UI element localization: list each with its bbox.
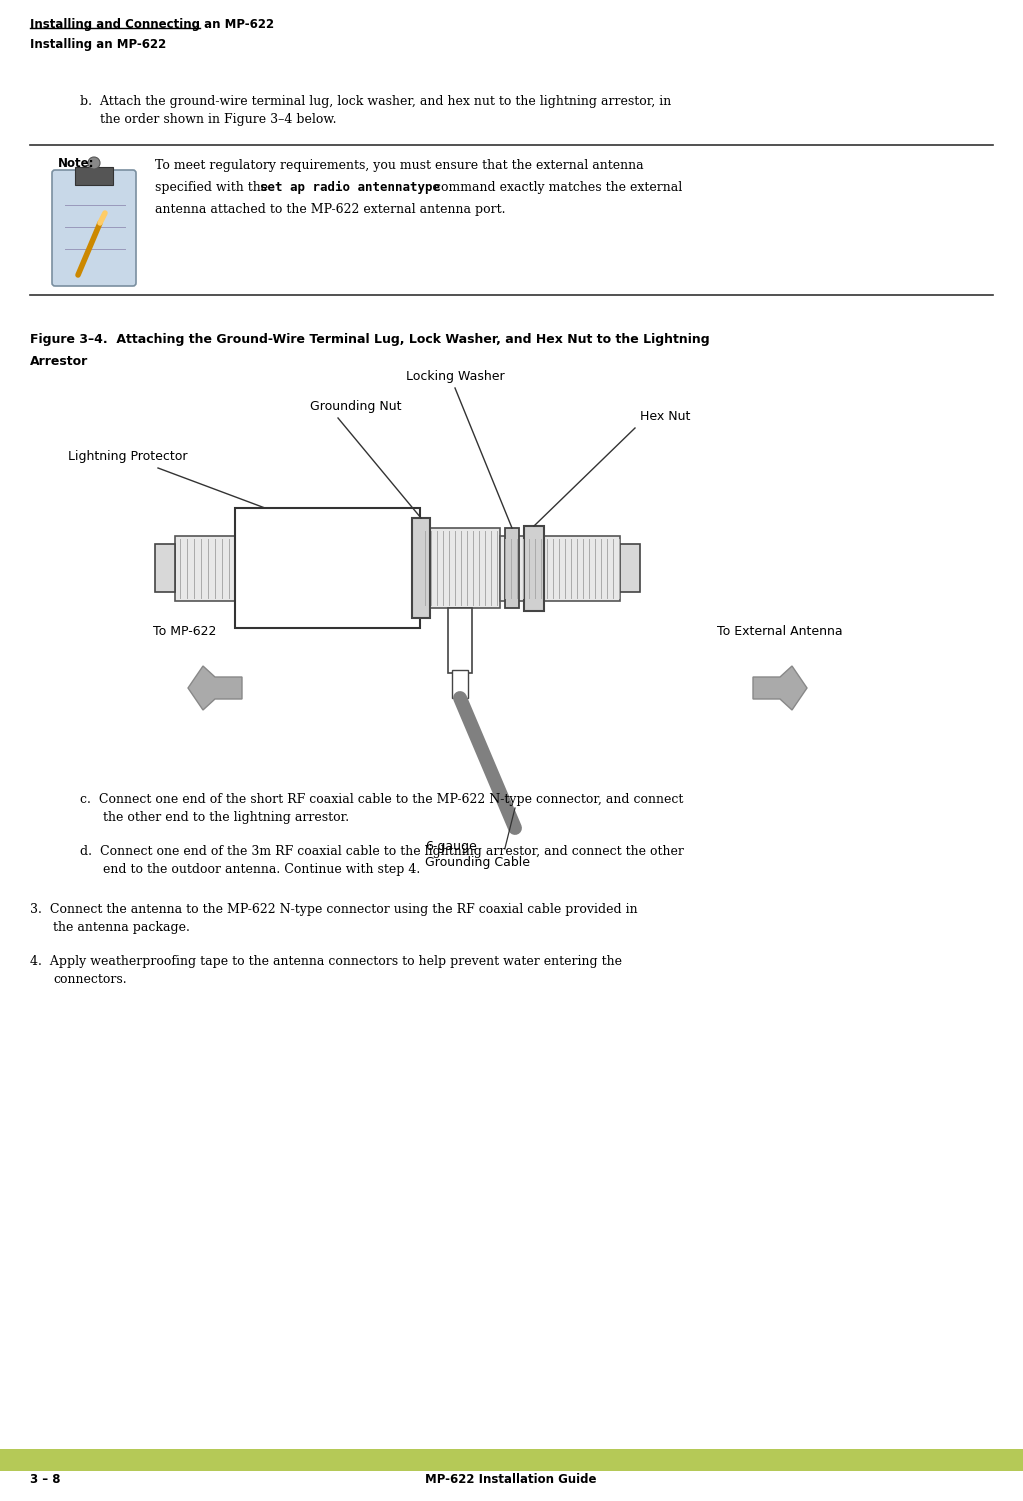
- Text: c.  Connect one end of the short RF coaxial cable to the MP-622 N-type connector: c. Connect one end of the short RF coaxi…: [80, 793, 683, 806]
- Bar: [524, 525, 544, 611]
- Text: Hex Nut: Hex Nut: [640, 410, 691, 423]
- Text: antenna attached to the MP-622 external antenna port.: antenna attached to the MP-622 external …: [155, 203, 505, 216]
- Text: set ap radio antennatype: set ap radio antennatype: [260, 182, 440, 194]
- Bar: [452, 669, 468, 698]
- Text: Figure 3–4.  Attaching the Ground-Wire Terminal Lug, Lock Washer, and Hex Nut to: Figure 3–4. Attaching the Ground-Wire Te…: [30, 333, 710, 347]
- Text: Note:: Note:: [58, 158, 94, 170]
- Text: 3.  Connect the antenna to the MP-622 N-type connector using the RF coaxial cabl: 3. Connect the antenna to the MP-622 N-t…: [30, 904, 637, 916]
- Text: Installing an MP-622: Installing an MP-622: [30, 38, 167, 51]
- Bar: [75, 167, 113, 185]
- Text: end to the outdoor antenna. Continue with step 4.: end to the outdoor antenna. Continue wit…: [103, 863, 420, 877]
- Text: Lightning Protector: Lightning Protector: [68, 450, 187, 462]
- Text: the antenna package.: the antenna package.: [53, 922, 190, 934]
- Text: the other end to the lightning arrestor.: the other end to the lightning arrestor.: [103, 811, 349, 824]
- Text: command exactly matches the external: command exactly matches the external: [430, 182, 682, 194]
- Text: the order shown in Figure 3–4 below.: the order shown in Figure 3–4 below.: [100, 113, 337, 126]
- Bar: [235, 507, 420, 627]
- Text: To External Antenna: To External Antenna: [717, 624, 843, 638]
- Text: 6-gauge: 6-gauge: [425, 841, 477, 853]
- Text: d.  Connect one end of the 3m RF coaxial cable to the lightning arrestor, and co: d. Connect one end of the 3m RF coaxial …: [80, 845, 683, 859]
- Bar: [0, 1448, 1023, 1471]
- Bar: [412, 518, 430, 618]
- Bar: [505, 528, 519, 608]
- Text: specified with the: specified with the: [155, 182, 272, 194]
- Bar: [420, 528, 500, 608]
- Polygon shape: [753, 666, 807, 710]
- Bar: [500, 536, 620, 600]
- Bar: [448, 608, 472, 672]
- Text: Grounding Nut: Grounding Nut: [310, 399, 401, 413]
- Bar: [620, 543, 640, 591]
- Polygon shape: [188, 666, 242, 710]
- FancyBboxPatch shape: [52, 170, 136, 287]
- Text: Arrestor: Arrestor: [30, 356, 88, 368]
- Text: To MP-622: To MP-622: [153, 624, 217, 638]
- Bar: [155, 543, 175, 591]
- Text: connectors.: connectors.: [53, 973, 127, 986]
- Text: Locking Washer: Locking Washer: [406, 371, 504, 383]
- Text: b.  Attach the ground-wire terminal lug, lock washer, and hex nut to the lightni: b. Attach the ground-wire terminal lug, …: [80, 95, 671, 108]
- Text: To meet regulatory requirements, you must ensure that the external antenna: To meet regulatory requirements, you mus…: [155, 159, 643, 173]
- Circle shape: [88, 158, 100, 170]
- Bar: [175, 536, 235, 600]
- Text: Grounding Cable: Grounding Cable: [425, 856, 530, 869]
- Text: Installing and Connecting an MP-622: Installing and Connecting an MP-622: [30, 18, 274, 32]
- Text: 4.  Apply weatherproofing tape to the antenna connectors to help prevent water e: 4. Apply weatherproofing tape to the ant…: [30, 955, 622, 968]
- Text: MP-622 Installation Guide: MP-622 Installation Guide: [426, 1472, 596, 1486]
- Text: 3 – 8: 3 – 8: [30, 1472, 60, 1486]
